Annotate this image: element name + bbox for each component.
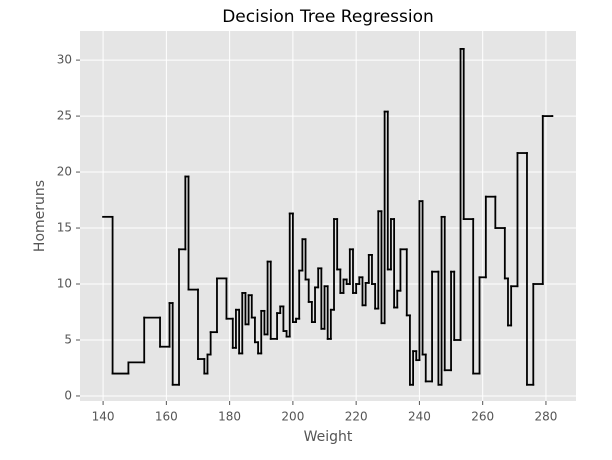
y-tick-label: 20 <box>57 165 72 179</box>
plot-area <box>80 31 576 401</box>
x-tick-label: 140 <box>92 410 115 424</box>
y-tick-label: 10 <box>57 277 72 291</box>
x-tick-label: 160 <box>155 410 178 424</box>
y-tick-label: 30 <box>57 53 72 67</box>
x-tick-label: 180 <box>218 410 241 424</box>
x-tick-label: 200 <box>281 410 304 424</box>
x-tick-label: 260 <box>471 410 494 424</box>
x-axis-label: Weight <box>304 429 353 445</box>
chart-title: Decision Tree Regression <box>222 7 434 27</box>
x-tick-label: 220 <box>345 410 368 424</box>
x-tick-label: 280 <box>534 410 557 424</box>
x-tick-label: 240 <box>408 410 431 424</box>
y-tick-label: 15 <box>57 221 72 235</box>
y-tick-label: 0 <box>64 388 72 402</box>
y-tick-label: 5 <box>64 332 72 346</box>
y-tick-label: 25 <box>57 109 72 123</box>
y-axis-label: Homeruns <box>32 180 48 252</box>
